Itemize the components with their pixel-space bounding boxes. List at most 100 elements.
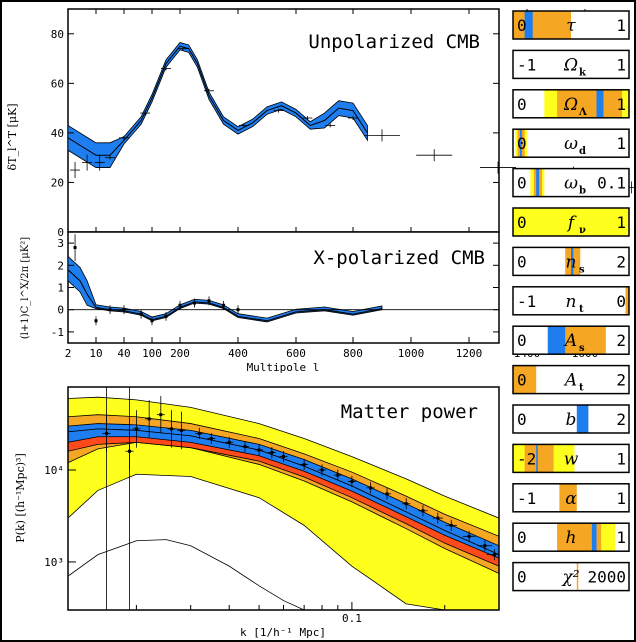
param-subscript: t — [579, 304, 584, 315]
matter-power-point — [467, 534, 471, 538]
x-polarized-cmb-point — [236, 308, 240, 312]
matter-power-lower-arch — [68, 539, 338, 610]
matter-power-yellow-band — [68, 396, 499, 610]
param-bar-band — [513, 365, 537, 394]
param-low-label: -1 — [517, 292, 536, 311]
param-bar-frame — [512, 10, 630, 40]
param-high-label: 1 — [616, 55, 626, 74]
param-high-label: 1 — [616, 528, 626, 547]
param-bar-4: 0 1 ω d — [512, 128, 630, 158]
x-polarized-cmb-point — [164, 314, 168, 318]
x-polarized-cmb-panel: -101232104010020040060080010001200140016… — [20, 231, 598, 374]
matter-power-point — [159, 413, 163, 417]
x-polarized-cmb-xtick-label: 800 — [343, 347, 363, 360]
param-subscript: t — [579, 383, 584, 394]
matter-power-point — [492, 553, 496, 557]
unpolarized-cmb-ylabel: δT_l^T [μK] — [6, 104, 19, 171]
param-high-label: 2000 — [587, 568, 626, 587]
matter-power-point — [105, 431, 109, 435]
matter-power-point — [282, 455, 285, 459]
param-bar-band — [547, 326, 566, 355]
param-bar-band — [559, 483, 577, 512]
param-bar-frame — [512, 404, 630, 434]
param-bar-band — [571, 247, 574, 276]
param-symbol: Ω — [563, 55, 578, 75]
param-bar-band — [591, 523, 597, 552]
parameter-bars: 0 1τ-1 1Ω k0 1Ω Λ0 1ω d0 0.1ω b0 1f ν0 2n s-1 0n t0 2A s0… — [512, 10, 630, 592]
unpolarized-cmb-ytick-label: 20 — [51, 176, 64, 189]
x-polarized-cmb-xtick-label: 2 — [65, 347, 72, 360]
matter-power-point — [170, 427, 174, 431]
param-bar-2: -1 1 Ω k — [512, 49, 630, 80]
param-low-label: 0 — [517, 252, 527, 271]
param-bar-frame — [512, 167, 630, 198]
x-polarized-cmb-xtick-label: 1000 — [398, 347, 425, 360]
x-polarized-cmb-xtick-label: 200 — [170, 347, 190, 360]
multipole-xlabel: Multipole l — [247, 361, 320, 374]
param-bar-14: 0 1 h — [512, 522, 630, 552]
matter-power-point — [449, 523, 453, 527]
matter-power-point — [128, 449, 132, 453]
param-bar-3: 0 1 Ω Λ — [512, 89, 630, 119]
param-low-label: 0 — [517, 331, 527, 350]
param-bar-band — [596, 89, 604, 118]
param-low-label: 0 — [517, 95, 527, 114]
x-polarized-cmb-point — [193, 301, 196, 305]
param-low-label: -1 — [517, 55, 536, 74]
matter-power-point — [436, 516, 440, 520]
x-polarized-cmb-ytick-label: -1 — [51, 326, 64, 339]
param-high-label: 0 — [616, 292, 626, 311]
matter-power-point — [302, 462, 306, 466]
matter-power-point — [350, 479, 354, 483]
unpolarized-cmb-title: Unpolarized CMB — [308, 31, 480, 53]
param-high-label: 1 — [616, 16, 626, 35]
param-symbol: A — [563, 371, 577, 391]
param-bar-frame — [512, 364, 630, 395]
x-polarized-cmb-point — [94, 319, 98, 323]
param-bar-frame — [512, 325, 630, 355]
param-high-label: 1 — [616, 134, 626, 153]
param-bar-frame — [512, 207, 630, 237]
matter-power-point — [483, 544, 487, 548]
matter-power-xlabel: k [1/h⁻¹ Mpc] — [240, 626, 326, 639]
param-high-label: 2 — [616, 371, 626, 390]
matter-power-ticks: 10³ 10⁴ 0.1 — [44, 464, 500, 625]
x-polarized-cmb-frame — [67, 231, 500, 344]
matter-power-point — [243, 445, 247, 449]
x-polarized-cmb-ylabel: (l+1)C_l^X/2π [μK²] — [20, 237, 31, 339]
x-polarized-cmb-xtick-label: 40 — [117, 347, 130, 360]
param-bar-band — [576, 562, 579, 591]
param-bar-11: 0 2 b — [512, 404, 630, 434]
param-low-label: 0 — [517, 213, 527, 232]
matter-power-point — [147, 417, 151, 421]
param-bar-background — [513, 405, 629, 433]
matter-power-point — [134, 427, 138, 431]
matter-power-title: Matter power — [341, 401, 478, 423]
x-polarized-cmb-point — [108, 308, 112, 312]
param-bar-band — [576, 405, 589, 433]
unpolarized-cmb-curve — [67, 45, 368, 156]
param-bar-10: 0 2 A t — [512, 364, 630, 395]
param-bar-13: -1 1 α — [512, 483, 630, 513]
unpolarized-cmb-ytick-label: 80 — [51, 28, 64, 41]
param-low-label: -2 — [517, 449, 536, 468]
x-polarized-cmb-ytick-label: 3 — [57, 237, 64, 250]
param-low-label: 0 — [517, 528, 527, 547]
param-symbol: b — [566, 410, 577, 430]
unpolarized-cmb-model-line — [67, 45, 368, 156]
param-low-label: 0 — [517, 16, 527, 35]
param-subscript: b — [579, 186, 586, 197]
param-low-label: 0 — [517, 410, 527, 429]
param-high-label: 0.1 — [597, 174, 626, 193]
param-bar-frame — [512, 443, 630, 474]
x-polarized-cmb-point — [207, 299, 211, 303]
param-low-label: 0 — [517, 174, 527, 193]
matter-power-point — [421, 509, 425, 513]
param-bar-7: 0 2 n s — [512, 246, 630, 277]
param-bar-9: 0 2 A s — [512, 325, 630, 355]
param-low-label: 0 — [517, 371, 527, 390]
param-bar-frame — [512, 128, 630, 158]
